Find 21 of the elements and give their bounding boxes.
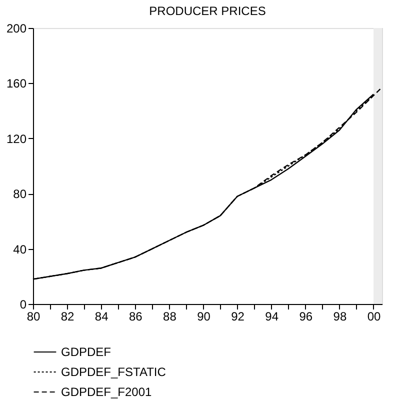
y-tick-label: 120 <box>6 132 27 146</box>
x-tick-label: 96 <box>299 310 313 324</box>
x-tick-label: 92 <box>231 310 245 324</box>
x-tick-label: 80 <box>26 310 40 324</box>
y-tick-label: 40 <box>13 242 27 256</box>
x-tick-label: 98 <box>333 310 347 324</box>
legend-label: GDPDEF_FSTATIC <box>61 365 166 379</box>
x-tick-label: 88 <box>163 310 177 324</box>
x-tick-label: 94 <box>265 310 279 324</box>
y-tick-label: 200 <box>6 22 27 36</box>
x-tick-label: 82 <box>60 310 75 324</box>
y-tick-label: 0 <box>20 298 27 312</box>
y-tick-label: 80 <box>13 187 27 202</box>
legend-label: GDPDEF_F2001 <box>61 385 152 399</box>
y-tick-label: 160 <box>6 76 27 91</box>
x-tick-label: 90 <box>197 310 211 324</box>
legend-label: GDPDEF <box>61 345 112 359</box>
chart-title: PRODUCER PRICES <box>149 4 266 18</box>
x-tick-label: 86 <box>128 310 143 324</box>
x-tick-label: 84 <box>94 310 109 324</box>
x-tick-label: 00 <box>367 310 381 324</box>
